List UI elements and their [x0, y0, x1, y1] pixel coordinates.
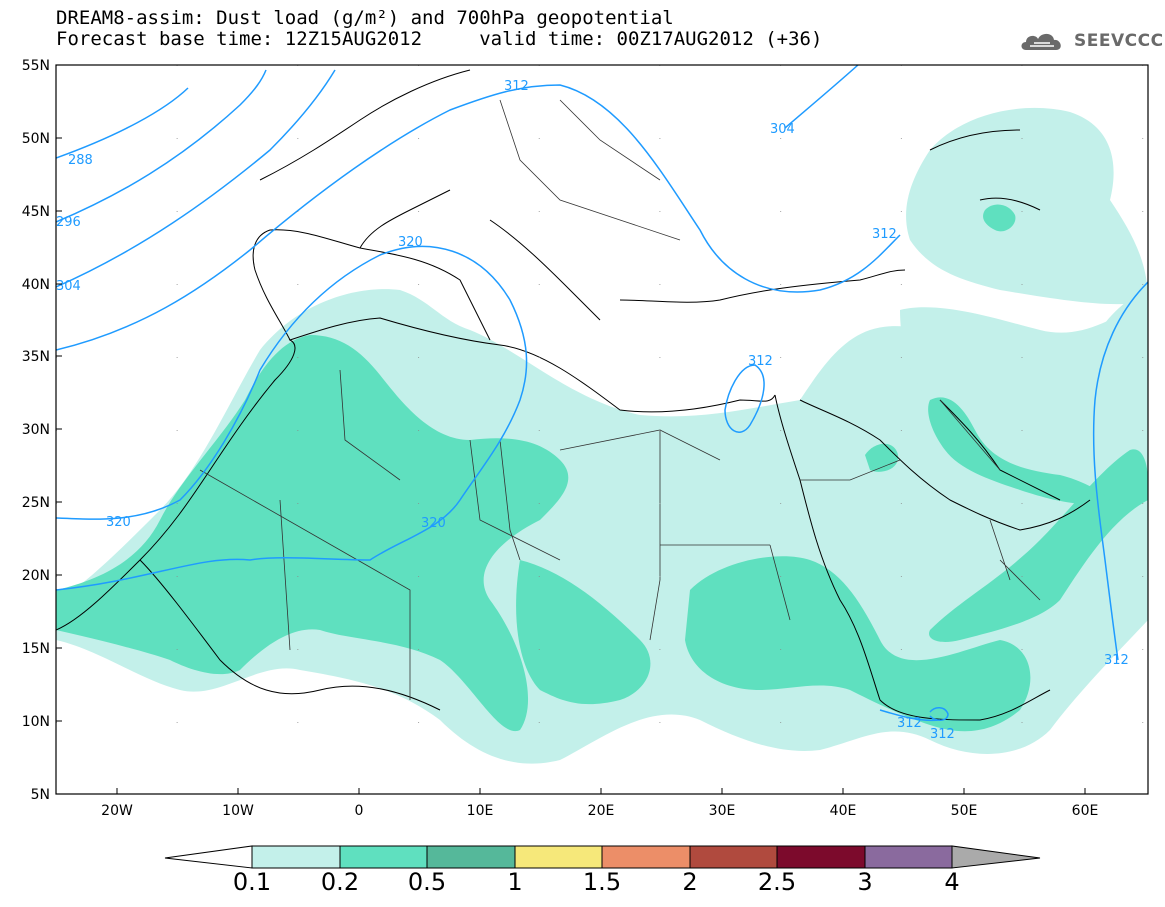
lat-tick-label: 25N [22, 495, 50, 511]
colorbar-box [689, 845, 778, 869]
lon-tick-label: 20W [101, 803, 133, 819]
colorbar-label: 2.5 [757, 868, 797, 896]
colorbar-box [251, 845, 341, 869]
lat-tick-label: 50N [22, 131, 50, 147]
lon-tick-label: 0 [355, 803, 364, 819]
lat-tick-label: 55N [22, 58, 50, 74]
colorbar-label: 4 [944, 868, 960, 896]
colorbar-box [339, 845, 428, 869]
colorbar-label: 3 [857, 868, 873, 896]
logo-text: SEEVCCC [1074, 31, 1164, 51]
lon-tick-label: 10E [467, 803, 494, 819]
colorbar-under-arrow [164, 845, 253, 869]
forecast-time-subtitle: Forecast base time: 12Z15AUG2012 valid t… [56, 28, 823, 50]
colorbar-box [864, 845, 953, 869]
colorbar-box [601, 845, 691, 869]
lat-tick-label: 5N [31, 787, 50, 803]
lon-tick-label: 40E [830, 803, 857, 819]
colorbar-box [514, 845, 603, 869]
colorbar-label: 0.5 [407, 868, 447, 896]
lat-tick-label: 15N [22, 641, 50, 657]
lon-tick-label: 60E [1072, 803, 1099, 819]
colorbar-label: 0.2 [320, 868, 360, 896]
seevccc-logo: SEEVCCC [1018, 28, 1164, 54]
lon-tick-label: 50E [951, 803, 978, 819]
colorbar-label: 0.1 [232, 868, 272, 896]
lat-tick-label: 35N [22, 349, 50, 365]
colorbar [164, 845, 1041, 869]
graticule-dots [56, 65, 1148, 794]
colorbar-box [426, 845, 516, 869]
lat-tick-label: 20N [22, 568, 50, 584]
map-title: DREAM8-assim: Dust load (g/m²) and 700hP… [56, 7, 674, 29]
colorbar-label: 1.5 [582, 868, 622, 896]
lon-tick-label: 30E [709, 803, 736, 819]
colorbar-over-arrow [951, 845, 1041, 869]
lat-tick-label: 45N [22, 204, 50, 220]
lon-axis: 20W 10W 0 10E 20E 30E 40E 50E 60E [101, 788, 1098, 819]
colorbar-label: 2 [682, 868, 698, 896]
lon-tick-label: 20E [588, 803, 615, 819]
colorbar-label: 1 [507, 868, 523, 896]
lat-axis: 55N 50N 45N 40N 35N 30N 25N 20N 15N 10N … [22, 58, 62, 803]
lat-tick-label: 30N [22, 422, 50, 438]
map-plot-area: 312 304 288 296 304 320 312 320 320 312 … [56, 65, 1148, 794]
lat-tick-label: 10N [22, 714, 50, 730]
colorbar-box [776, 845, 866, 869]
cloud-icon [1021, 33, 1061, 50]
lon-tick-label: 10W [222, 803, 254, 819]
lat-tick-label: 40N [22, 277, 50, 293]
